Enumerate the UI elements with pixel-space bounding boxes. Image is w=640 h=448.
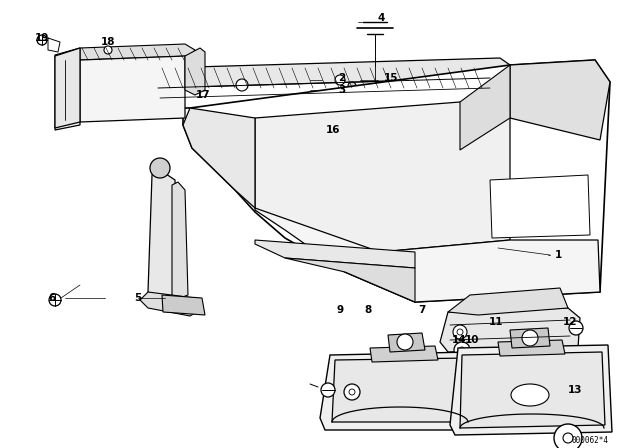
Polygon shape [440,308,580,352]
Circle shape [457,329,463,335]
Polygon shape [498,340,565,356]
Text: 14: 14 [452,335,467,345]
Polygon shape [370,346,438,362]
Text: 6: 6 [49,293,56,303]
Polygon shape [183,60,610,302]
Polygon shape [460,352,605,428]
Polygon shape [185,48,205,95]
Text: 9: 9 [337,305,344,315]
Circle shape [522,330,538,346]
Circle shape [321,383,335,397]
Polygon shape [80,56,185,122]
Polygon shape [145,58,510,88]
Polygon shape [255,208,600,302]
Polygon shape [285,258,415,302]
Text: 16: 16 [326,125,340,135]
Circle shape [49,294,61,306]
Circle shape [316,131,324,139]
Polygon shape [460,65,510,150]
Circle shape [454,342,470,358]
Polygon shape [490,175,590,238]
Polygon shape [148,170,178,300]
Polygon shape [255,102,510,252]
Polygon shape [388,333,425,352]
Text: 7: 7 [419,305,426,315]
Circle shape [339,122,351,134]
Circle shape [459,347,465,353]
Polygon shape [255,240,415,268]
Circle shape [236,79,248,91]
Circle shape [397,334,413,350]
Circle shape [37,35,47,45]
Text: 11: 11 [489,317,503,327]
Polygon shape [490,65,520,88]
Text: 3: 3 [338,85,345,95]
Circle shape [335,75,345,85]
Polygon shape [320,352,475,430]
Circle shape [569,321,583,335]
Circle shape [340,135,350,145]
Text: 2: 2 [338,73,345,83]
Circle shape [348,82,356,90]
Polygon shape [55,48,80,128]
Text: 19: 19 [35,33,49,43]
Circle shape [349,389,355,395]
Text: 5: 5 [134,293,141,303]
Polygon shape [162,295,205,315]
Polygon shape [172,182,188,298]
Text: 000062*4: 000062*4 [572,435,609,444]
Text: 15: 15 [384,73,399,83]
Polygon shape [183,108,255,208]
Text: 12: 12 [563,317,577,327]
Polygon shape [448,288,568,315]
Polygon shape [140,292,200,316]
Polygon shape [450,345,612,435]
Circle shape [104,46,112,54]
Polygon shape [510,328,550,348]
Polygon shape [55,48,80,130]
Text: 13: 13 [568,385,582,395]
Text: 4: 4 [378,13,385,23]
Text: 18: 18 [100,37,115,47]
Polygon shape [510,60,610,140]
Circle shape [312,127,328,143]
Text: 10: 10 [465,335,479,345]
Polygon shape [332,358,470,422]
Text: 8: 8 [364,305,372,315]
Circle shape [344,384,360,400]
Text: 17: 17 [196,90,211,100]
Text: 1: 1 [555,250,563,260]
Circle shape [563,433,573,443]
Circle shape [554,424,582,448]
Circle shape [150,158,170,178]
Polygon shape [80,44,195,60]
Circle shape [453,325,467,339]
Ellipse shape [511,384,549,406]
